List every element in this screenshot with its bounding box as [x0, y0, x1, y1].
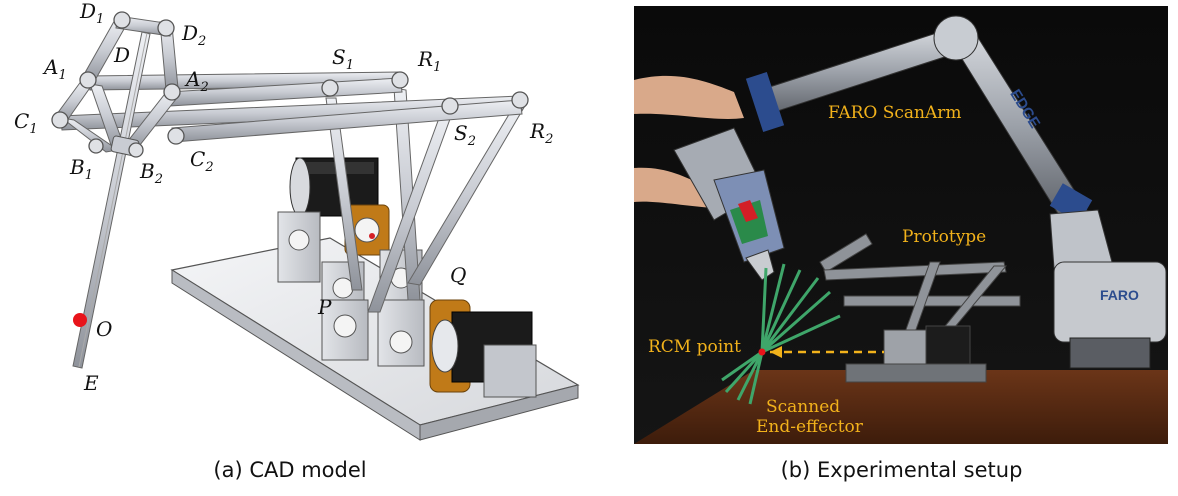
rcm-point-marker [73, 313, 87, 327]
cad-model-drawing: D1 D D2 A1 A2 C1 C2 B1 B2 S1 R1 S2 R2 P … [14, 0, 580, 441]
faro-logo: FARO [1100, 287, 1139, 303]
caption-experimental-setup: (b) Experimental setup [780, 458, 1023, 482]
label-rcm-point: RCM point [648, 337, 741, 357]
label-faro-scanarm: FARO ScanArm [828, 103, 962, 123]
scanned-end-effector [721, 263, 841, 405]
label-P: P [317, 295, 332, 319]
label-O: O [96, 317, 112, 341]
label-D1: D1 [79, 0, 104, 27]
label-end-effector: End-effector [756, 417, 864, 437]
table-surface [634, 370, 1168, 444]
label-Q: Q [450, 263, 466, 287]
rcm-arrowhead [770, 346, 782, 358]
prototype-device [819, 233, 1021, 383]
scanner-probe [634, 75, 785, 281]
label-scanned: Scanned [766, 397, 840, 417]
label-D: D [113, 43, 130, 67]
vertical-links [325, 87, 527, 313]
label-B2: B2 [139, 159, 163, 187]
label-C2: C2 [190, 147, 214, 175]
experimental-setup-photo: FARO EDGE [634, 6, 1168, 444]
label-B1: B1 [69, 155, 93, 183]
cad-model-panel: D1 D D2 A1 A2 C1 C2 B1 B2 S1 R1 S2 R2 P … [0, 0, 580, 496]
label-A2: A2 [184, 67, 209, 95]
rcm-point-dot [758, 348, 766, 356]
label-R2: R2 [529, 119, 553, 147]
faro-scanarm: FARO EDGE [745, 15, 1167, 369]
joint-labels: D1 D D2 A1 A2 C1 C2 B1 B2 S1 R1 S2 R2 P … [14, 0, 553, 395]
label-prototype: Prototype [902, 227, 986, 247]
label-C1: C1 [14, 109, 38, 137]
label-S1: S1 [332, 45, 354, 73]
joints [51, 11, 529, 158]
experimental-setup-panel: FARO EDGE [634, 0, 1169, 496]
label-S2: S2 [454, 121, 476, 149]
motor-front [429, 299, 537, 398]
label-E: E [83, 371, 99, 395]
label-R1: R1 [417, 47, 441, 75]
caption-cad-model: (a) CAD model [213, 458, 367, 482]
label-D2: D2 [181, 21, 206, 49]
label-A1: A1 [42, 55, 67, 83]
